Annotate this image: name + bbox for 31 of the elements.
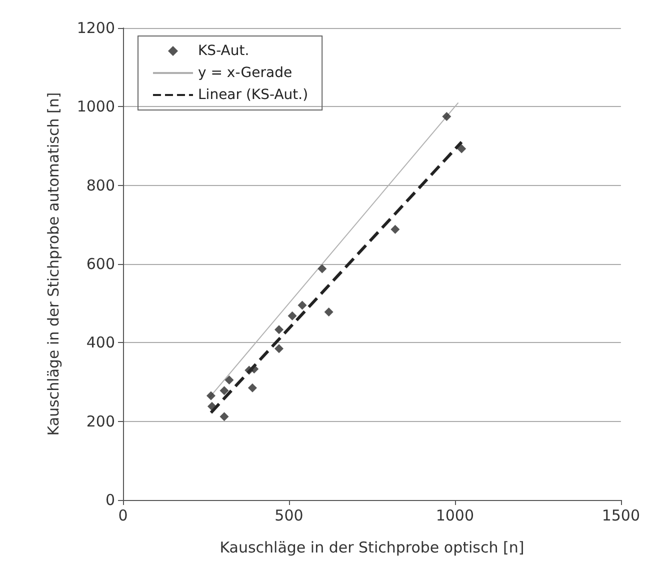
y-tick-label: 800 — [86, 176, 115, 194]
point — [324, 307, 334, 316]
point — [248, 383, 257, 392]
point — [274, 325, 284, 334]
legend-label: KS-Aut. — [198, 43, 250, 59]
point — [390, 224, 400, 234]
point — [206, 391, 216, 400]
point — [207, 402, 216, 411]
y-tick-label: 1000 — [76, 98, 115, 116]
point — [288, 311, 297, 320]
point — [318, 264, 327, 274]
point — [274, 344, 284, 354]
y-tick-label: 200 — [86, 412, 115, 430]
point — [224, 376, 234, 385]
legend-label: y = x-Gerade — [198, 65, 292, 81]
x-tick-label: 0 — [118, 506, 128, 524]
point — [220, 412, 229, 422]
x-tick-label: 1000 — [436, 506, 474, 524]
point — [442, 112, 452, 121]
point — [220, 386, 229, 396]
y-tick-label: 0 — [105, 491, 115, 509]
x-tick-label: 500 — [274, 506, 304, 524]
y-tick-label: 400 — [86, 334, 115, 352]
point — [298, 300, 307, 310]
legend-label: Linear (KS-Aut.) — [198, 87, 308, 103]
x-axis-title: Kauschläge in der Stichprobe optisch [n] — [220, 538, 524, 556]
y-tick-label: 600 — [86, 255, 115, 273]
x-tick-label: 1500 — [602, 506, 640, 524]
point — [457, 144, 466, 154]
y-axis-title: Kauschläge in der Stichprobe automatisch [n] — [44, 92, 62, 436]
y-tick-label: 1200 — [76, 19, 115, 37]
